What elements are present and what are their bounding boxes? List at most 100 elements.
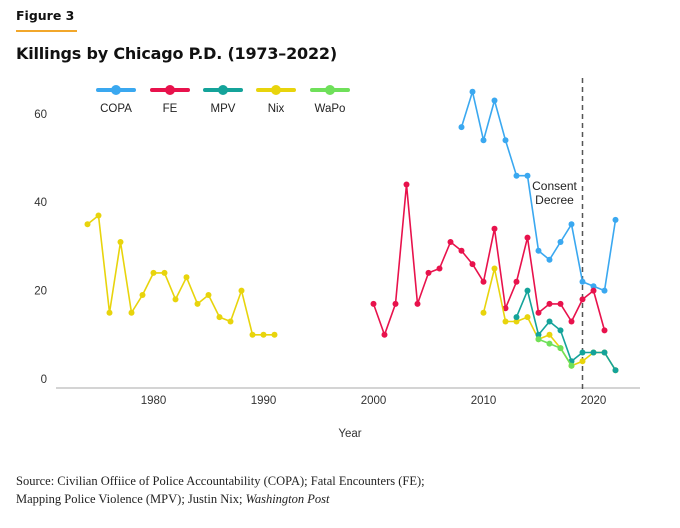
point-copa-2013	[513, 172, 520, 179]
series-line-fe	[372, 183, 606, 336]
point-copa-2020	[590, 283, 597, 290]
legend-item-wapo: WaPo	[310, 85, 350, 115]
point-copa-2021	[601, 287, 608, 294]
point-nix-1984	[194, 300, 201, 307]
series-wapo	[535, 336, 575, 369]
x-tick-label-2000: 2000	[361, 395, 387, 407]
point-copa-2014	[524, 172, 531, 179]
point-mpv-2016	[546, 318, 553, 325]
point-nix-1988	[238, 287, 245, 294]
point-fe-2014	[524, 234, 531, 241]
point-fe-2009	[469, 261, 476, 268]
point-fe-2005	[425, 269, 432, 276]
point-nix-2014	[524, 314, 531, 321]
point-nix-1981	[161, 269, 168, 276]
series-line-nix-1	[87, 214, 275, 336]
point-fe-2020	[590, 287, 597, 294]
point-fe-2016	[546, 300, 553, 307]
series-layer	[84, 88, 619, 374]
point-mpv-2013	[513, 314, 520, 321]
point-nix-1979	[139, 292, 146, 298]
legend-swatch-dot-nix	[271, 85, 281, 95]
point-copa-2011	[491, 97, 498, 104]
x-tick-label-2010: 2010	[471, 395, 497, 407]
annotation-text-line-1: Consent	[532, 179, 577, 193]
series-nix	[84, 212, 619, 374]
point-mpv-2020	[590, 349, 597, 356]
point-nix-1982	[172, 296, 179, 303]
legend-swatch-dot-mpv	[218, 85, 228, 95]
series-line-wapo	[538, 338, 573, 367]
legend-swatch-dot-copa	[111, 85, 121, 95]
legend-label-fe: FE	[163, 103, 178, 115]
legend-item-copa: COPA	[96, 85, 136, 115]
point-copa-2016	[546, 256, 553, 263]
point-fe-2019	[579, 296, 586, 303]
figure-label-underline	[16, 30, 77, 32]
point-nix-1980	[150, 269, 157, 276]
y-axis: 0 20 40 60	[34, 109, 47, 386]
point-nix-1986	[216, 314, 223, 321]
point-mpv-2021	[601, 349, 608, 356]
legend-item-mpv: MPV	[203, 85, 243, 115]
point-wapo-2015	[535, 336, 542, 343]
legend: COPA FE MPV Nix WaPo	[96, 85, 350, 115]
x-axis: 1980 1990 2000 2010 2020	[56, 387, 640, 407]
x-axis-label: Year	[338, 428, 361, 440]
source-note: Source: Civilian Offiice of Police Accou…	[16, 472, 425, 508]
point-nix-1989	[249, 331, 256, 338]
y-tick-label-20: 20	[34, 286, 47, 298]
point-fe-2017	[557, 300, 564, 307]
point-copa-2010	[480, 137, 487, 144]
point-nix-1990	[260, 331, 267, 338]
point-fe-2021	[601, 327, 608, 334]
chart-title: Killings by Chicago P.D. (1973–2022)	[16, 44, 337, 63]
point-nix-1975	[95, 212, 102, 219]
series-fe	[370, 181, 608, 338]
point-fe-2001	[381, 331, 388, 338]
point-nix-1974	[84, 221, 91, 228]
point-copa-2009	[469, 88, 476, 95]
series-line-mpv	[515, 289, 617, 371]
point-copa-2008	[458, 124, 465, 131]
point-nix-1985	[205, 292, 212, 298]
source-line-1: Source: Civilian Offiice of Police Accou…	[16, 474, 425, 488]
legend-label-mpv: MPV	[211, 103, 236, 115]
point-wapo-2016	[546, 340, 553, 347]
y-tick-label-40: 40	[34, 197, 47, 209]
point-nix-2010	[480, 309, 487, 316]
point-nix-2019	[579, 358, 586, 365]
legend-swatch-dot-wapo	[325, 85, 335, 95]
point-fe-2018	[568, 318, 575, 325]
point-wapo-2017	[557, 345, 564, 352]
legend-swatch-dot-fe	[165, 85, 175, 95]
point-fe-2013	[513, 278, 520, 285]
x-tick-label-2020: 2020	[581, 395, 607, 407]
figure-label: Figure 3	[16, 8, 75, 23]
point-nix-2011	[491, 265, 498, 272]
point-fe-2006	[436, 265, 443, 272]
point-mpv-2019	[579, 349, 586, 356]
point-mpv-2015	[535, 331, 542, 338]
x-tick-label-1980: 1980	[141, 395, 167, 407]
y-tick-label-0: 0	[41, 374, 47, 386]
point-fe-2002	[392, 300, 399, 307]
series-copa	[458, 88, 619, 294]
legend-item-fe: FE	[150, 85, 190, 115]
point-copa-2012	[502, 137, 509, 144]
point-nix-1977	[117, 239, 124, 245]
legend-item-nix: Nix	[256, 85, 296, 115]
point-mpv-2017	[557, 327, 564, 334]
point-fe-2007	[447, 239, 454, 245]
point-copa-2019	[579, 278, 586, 285]
point-nix-1991	[271, 331, 278, 338]
y-tick-label-60: 60	[34, 109, 47, 121]
point-nix-2013	[513, 318, 520, 325]
point-nix-2016	[546, 331, 553, 338]
legend-label-wapo: WaPo	[315, 103, 346, 115]
source-washington-post: Washington Post	[245, 492, 330, 506]
point-fe-2003	[403, 181, 410, 188]
point-copa-2015	[535, 247, 542, 254]
point-fe-2015	[535, 309, 542, 316]
